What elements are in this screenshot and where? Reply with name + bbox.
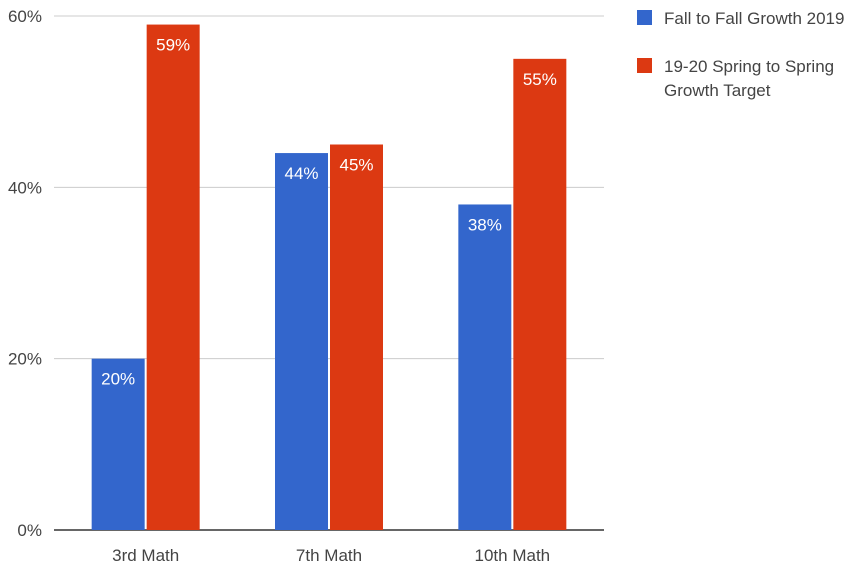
y-tick-label: 20% — [8, 350, 42, 369]
gridlines — [54, 15, 604, 531]
bar-value-label: 55% — [523, 70, 557, 89]
bar-value-label: 59% — [156, 36, 190, 55]
bar-s1-10th-math — [513, 58, 567, 530]
y-tick-label: 60% — [8, 7, 42, 26]
legend-swatch — [637, 10, 652, 25]
x-category-label: 3rd Math — [112, 546, 179, 565]
bar-s1-7th-math — [330, 144, 383, 530]
bar-value-label: 44% — [284, 164, 318, 183]
legend-label: Fall to Fall Growth 2019 — [664, 9, 844, 28]
legend-label: 19-20 Spring to Spring — [664, 57, 834, 76]
y-tick-label: 40% — [8, 178, 42, 197]
x-category-label: 10th Math — [475, 546, 551, 565]
bar-value-label: 38% — [468, 215, 502, 234]
x-category-label: 7th Math — [296, 546, 362, 565]
bar-s1-3rd-math — [146, 24, 200, 531]
bar-s0-10th-math — [458, 204, 512, 530]
data-labels: 20% 59% 44% 45% 38% 55% — [101, 36, 557, 389]
y-tick-label: 0% — [17, 521, 42, 540]
bar-s0-7th-math — [275, 153, 328, 531]
legend-label: Growth Target — [664, 81, 771, 100]
legend-swatch — [637, 58, 652, 73]
bar-value-label: 20% — [101, 370, 135, 389]
bar-value-label: 45% — [339, 156, 373, 175]
y-axis-ticks: 0% 20% 40% 60% — [8, 7, 42, 540]
bars — [91, 24, 567, 531]
legend: Fall to Fall Growth 2019 19-20 Spring to … — [637, 9, 844, 100]
bar-s0-3rd-math — [91, 358, 145, 530]
x-axis-categories: 3rd Math 7th Math 10th Math — [112, 546, 550, 565]
